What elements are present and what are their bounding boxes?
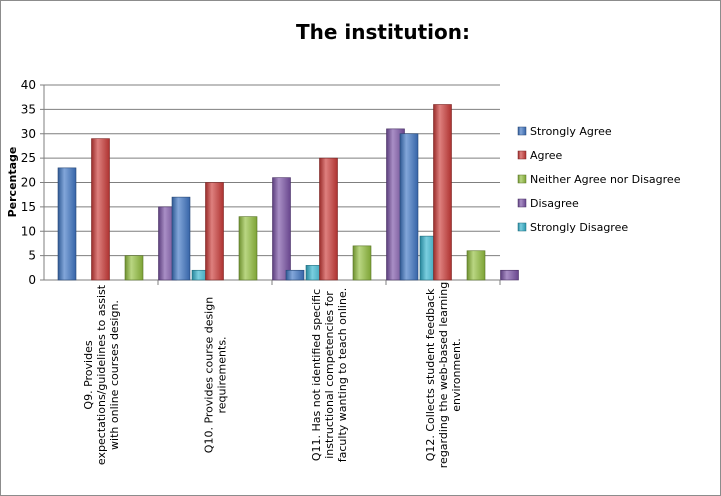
y-tick-label: 10	[21, 224, 36, 238]
bar-neither-agree-nor-disagree	[238, 216, 258, 281]
category-label: faculty wanting to teach online.	[336, 288, 349, 462]
bar-agree	[319, 157, 338, 281]
bar-neither-agree-nor-disagree	[466, 250, 486, 281]
y-tick-label: 5	[28, 249, 36, 263]
category-label: expectations/guidelines to assist	[95, 284, 108, 465]
chart-title: The institution:	[295, 20, 470, 44]
legend-label: Disagree	[530, 197, 579, 210]
y-tick-label: 30	[21, 127, 36, 141]
y-axis-label: Percentage	[6, 147, 19, 218]
category-label: instructional competencies for	[323, 291, 336, 459]
bar-strongly-agree	[57, 167, 77, 281]
category-labels: Q9. Provides expectations/guidelines to a…	[82, 282, 463, 468]
category-label: Q12. Collects student feedback	[424, 288, 437, 461]
bars	[57, 104, 519, 281]
bar-neither-agree-nor-disagree	[352, 245, 372, 281]
legend-label: Neither Agree nor Disagree	[530, 173, 681, 186]
legend-label: Agree	[530, 149, 563, 162]
bar-agree	[205, 182, 224, 281]
category-label: Q9. Provides	[82, 340, 95, 409]
bar-agree	[91, 138, 110, 281]
y-tick-label: 40	[21, 78, 36, 92]
bar-disagree	[500, 269, 519, 281]
y-tick-labels: 0 5 10 15 20 25 30 35 40	[21, 78, 36, 287]
bar-strongly-agree	[171, 196, 191, 281]
legend-label: Strongly Disagree	[530, 221, 628, 234]
category-label: requirements.	[216, 336, 229, 413]
bar-neither-agree-nor-disagree	[124, 255, 144, 281]
legend-swatch	[517, 150, 527, 160]
category-label: with online courses design.	[108, 300, 121, 450]
category-label: Q11. Has not identified specific	[310, 289, 323, 461]
legend-swatch	[517, 126, 527, 136]
category-label: Q10. Provides course design	[203, 297, 216, 453]
y-tick-label: 0	[28, 273, 36, 287]
bar-disagree	[272, 177, 291, 281]
category-label: regarding the web-based learning	[437, 282, 450, 468]
y-tick-label: 35	[21, 102, 36, 116]
legend-swatch	[517, 174, 527, 184]
legend-label: Strongly Agree	[530, 125, 612, 138]
category-label: environment.	[450, 338, 463, 412]
bar-agree	[433, 104, 452, 281]
legend-swatch	[517, 222, 527, 232]
legend-swatch	[517, 198, 527, 208]
bar-strongly-agree	[399, 133, 419, 281]
bar-strongly-agree	[285, 269, 305, 281]
y-tick-label: 25	[21, 151, 36, 165]
y-tick-label: 15	[21, 200, 36, 214]
y-tick-label: 20	[21, 176, 36, 190]
legend: Strongly Agree Agree Neither Agree nor Dis…	[517, 125, 681, 234]
